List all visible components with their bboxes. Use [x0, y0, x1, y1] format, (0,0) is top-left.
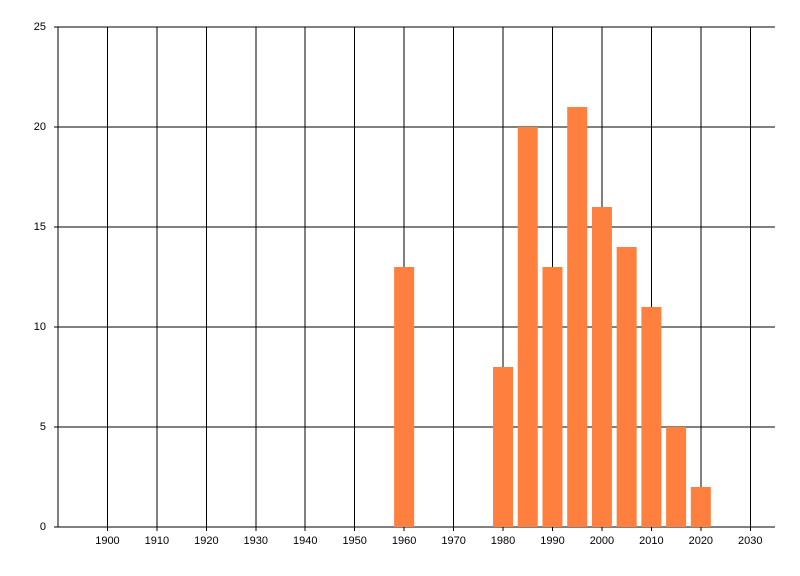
bar: [542, 267, 563, 527]
x-tick-label: 2030: [738, 535, 762, 547]
bar: [641, 307, 662, 527]
y-tick-label: 25: [34, 21, 46, 33]
x-tick-label: 2000: [590, 535, 614, 547]
x-tick-label: 1980: [491, 535, 515, 547]
bar: [666, 427, 687, 527]
x-tick-label: 1970: [441, 535, 465, 547]
bar: [493, 367, 514, 527]
bar: [394, 267, 415, 527]
y-tick-label: 0: [40, 521, 46, 533]
bar: [591, 207, 612, 527]
x-tick-label: 1960: [392, 535, 416, 547]
y-tick-label: 10: [34, 321, 46, 333]
x-tick-label: 2020: [689, 535, 713, 547]
x-tick-label: 1900: [95, 535, 119, 547]
x-tick-label: 1910: [145, 535, 169, 547]
x-tick-label: 1950: [342, 535, 366, 547]
x-tick-label: 1990: [540, 535, 564, 547]
bar: [690, 487, 711, 527]
bar: [616, 247, 637, 527]
x-tick-label: 1930: [244, 535, 268, 547]
y-tick-label: 20: [34, 121, 46, 133]
bar: [567, 107, 588, 527]
y-tick-label: 5: [40, 421, 46, 433]
x-tick-label: 1920: [194, 535, 218, 547]
bar: [517, 127, 538, 527]
x-tick-label: 2010: [639, 535, 663, 547]
y-tick-label: 15: [34, 221, 46, 233]
x-tick-label: 1940: [293, 535, 317, 547]
